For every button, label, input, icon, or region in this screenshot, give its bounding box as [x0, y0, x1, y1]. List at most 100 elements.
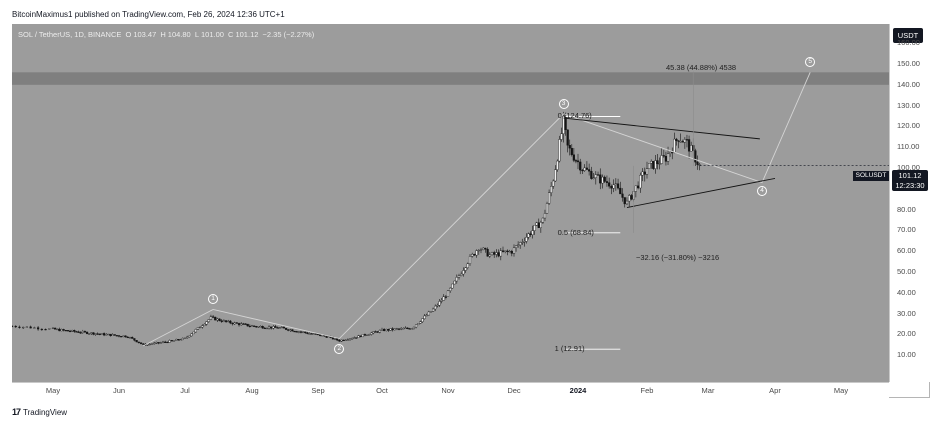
- resistance-zone: [12, 72, 889, 85]
- bar-countdown: 12:23:30: [895, 181, 925, 190]
- candle-body: [159, 342, 162, 344]
- wave-1-marker: 1: [208, 294, 219, 305]
- candle-body: [376, 331, 379, 333]
- candle-body: [336, 338, 339, 341]
- candle-body: [297, 331, 300, 333]
- candle-body: [100, 333, 104, 335]
- candle-body: [681, 141, 684, 143]
- candle-body: [166, 341, 169, 344]
- candle-body: [378, 330, 381, 333]
- candle-body: [566, 129, 569, 146]
- candle-body: [596, 174, 600, 176]
- chart-plot-area[interactable]: [12, 24, 889, 382]
- candle-body: [464, 267, 467, 271]
- tradingview-brand[interactable]: 17 TradingView: [12, 407, 67, 417]
- time-axis[interactable]: [12, 382, 889, 398]
- candle-body: [255, 326, 258, 328]
- candle-body: [22, 326, 25, 329]
- candle-body: [207, 319, 210, 322]
- candle-body: [475, 250, 478, 256]
- candle-body: [669, 151, 672, 154]
- candle-body: [92, 332, 95, 335]
- candle-body: [599, 174, 602, 184]
- price-axis[interactable]: [889, 24, 930, 382]
- candle-body: [455, 277, 458, 282]
- candle-body: [634, 185, 637, 192]
- candle-body: [274, 326, 277, 328]
- candle-body: [429, 311, 433, 313]
- candle-body: [257, 326, 260, 328]
- candle-body: [391, 328, 394, 331]
- candle-body: [660, 155, 663, 164]
- candle-body: [111, 334, 114, 337]
- candle-body: [361, 334, 364, 338]
- candle-body: [359, 335, 362, 338]
- wave-count-lines: [142, 72, 811, 347]
- candle-body: [645, 168, 649, 175]
- candle-body: [107, 333, 110, 336]
- candle-body: [614, 183, 617, 186]
- candle-body: [636, 185, 640, 189]
- candle-body: [601, 176, 604, 184]
- price-tick-label: 40.00: [897, 287, 916, 297]
- candle-body: [529, 233, 532, 235]
- fib-level-05-label: 0.5 (68.84): [557, 227, 594, 237]
- candle-body: [468, 256, 472, 264]
- time-tick-label: Jul: [180, 386, 190, 395]
- candle-body: [278, 327, 281, 329]
- candle-body: [229, 320, 232, 324]
- candle-body: [308, 333, 311, 335]
- candle-body: [698, 164, 701, 166]
- candle-body: [482, 247, 485, 250]
- candle-body: [346, 339, 349, 341]
- candle-body: [235, 322, 238, 324]
- candle-body: [261, 326, 264, 329]
- candle-body: [209, 316, 213, 320]
- measure-tool-lines: [633, 71, 694, 233]
- candle-body: [583, 167, 586, 171]
- wave-path: [142, 72, 811, 347]
- candle-body: [380, 328, 384, 331]
- candle-body: [552, 180, 555, 187]
- candle-body: [224, 320, 228, 322]
- candle-body: [168, 340, 171, 343]
- candle-body: [190, 333, 193, 337]
- brand-name: TradingView: [23, 407, 68, 417]
- candle-body: [216, 318, 219, 321]
- candle-body: [325, 335, 328, 338]
- candle-body: [654, 160, 657, 169]
- candle-body: [372, 331, 375, 334]
- candle-body: [157, 342, 160, 344]
- candle-body: [148, 343, 151, 346]
- candle-body: [543, 213, 547, 219]
- candle-body: [312, 333, 315, 335]
- candle-body: [299, 331, 303, 333]
- candle-body: [128, 337, 132, 339]
- symbol-tag: SOLUSDT: [853, 171, 889, 181]
- candle-body: [588, 169, 591, 172]
- currency-badge[interactable]: USDT: [893, 28, 923, 43]
- candle-body: [179, 339, 182, 341]
- candle-body: [120, 336, 123, 338]
- candle-body: [545, 203, 549, 214]
- candle-body: [533, 224, 536, 231]
- candle-body: [539, 222, 542, 228]
- candle-body: [177, 339, 180, 341]
- candle-body: [679, 141, 682, 143]
- candle-body: [242, 323, 245, 325]
- candle-body: [368, 334, 371, 336]
- candle-body: [259, 326, 262, 328]
- candle-body: [421, 318, 424, 322]
- candle-body: [385, 329, 388, 332]
- time-tick-label: Oct: [376, 386, 388, 395]
- candle-body: [590, 170, 593, 179]
- candle-body: [85, 331, 89, 334]
- candle-body: [370, 332, 373, 335]
- candle-body: [203, 323, 206, 326]
- candle-body: [562, 115, 565, 134]
- time-tick-label: Mar: [701, 386, 715, 395]
- candle-body: [519, 242, 522, 246]
- candle-body: [246, 323, 249, 327]
- symbol-legend[interactable]: SOL / TetherUS, 1D, BINANCE O 103.47 H 104…: [18, 30, 316, 39]
- candle-body: [479, 249, 483, 251]
